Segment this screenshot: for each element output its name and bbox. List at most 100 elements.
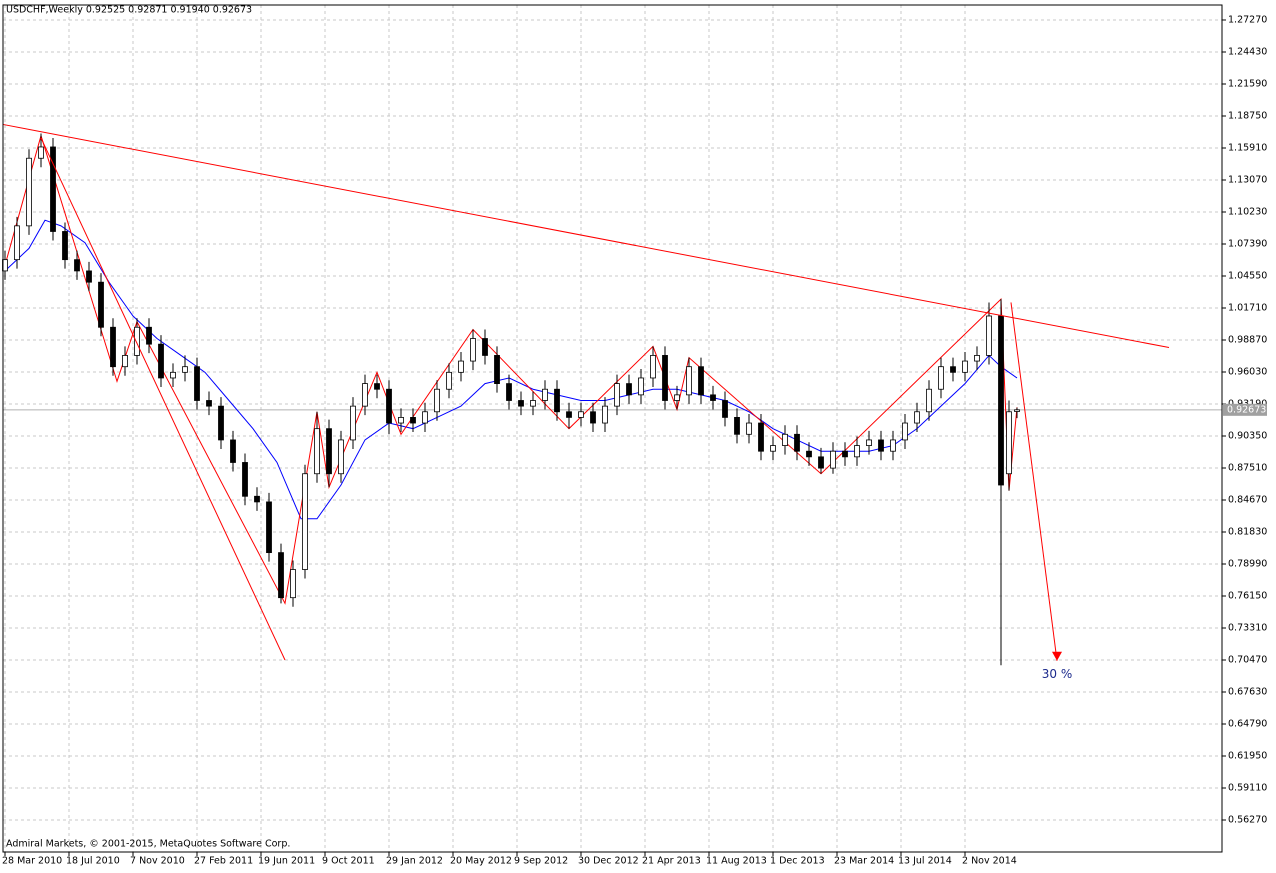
candle-body: [482, 338, 488, 356]
y-tick-label: 0.56270: [1228, 814, 1267, 825]
candle-body: [242, 462, 248, 497]
y-tick-label: 0.98870: [1228, 334, 1267, 345]
trendline: [2, 123, 1170, 349]
marks: [2, 123, 1170, 666]
candle-body: [974, 355, 980, 362]
candle-body: [830, 450, 836, 469]
candle-body: [938, 366, 944, 390]
candle-body: [818, 456, 824, 469]
candle-body: [62, 231, 68, 261]
y-tick-label: 0.76150: [1228, 590, 1267, 601]
candle-body: [374, 383, 380, 390]
candle-body: [542, 388, 548, 401]
candle-body: [722, 400, 728, 418]
candle-body: [914, 411, 920, 424]
y-tick-label: 1.01710: [1228, 302, 1267, 313]
trendline: [40, 137, 286, 661]
current-price-box: [1223, 403, 1267, 416]
candle-body: [530, 400, 536, 407]
x-tick-label: 29 Jan 2012: [386, 856, 443, 867]
candle-body: [1014, 409, 1020, 412]
candle-body: [338, 439, 344, 475]
candle-body: [494, 355, 500, 384]
y-tick-label: 0.64790: [1228, 718, 1267, 729]
candle-body: [686, 366, 692, 396]
candle-body: [422, 411, 428, 424]
candle-body: [566, 411, 572, 418]
x-tick-label: 13 Jul 2014: [898, 856, 952, 867]
annotation: 30 %: [1042, 667, 1073, 681]
candle-body: [98, 281, 104, 328]
candle-body: [986, 315, 992, 356]
candle-body: [614, 383, 620, 407]
candle-body: [650, 355, 656, 379]
candle-body: [362, 383, 368, 407]
candle-body: [170, 371, 176, 379]
candle-body: [158, 343, 164, 379]
candle-body: [206, 400, 212, 407]
x-tick-label: 2 Nov 2014: [962, 856, 1017, 867]
y-tick-label: 1.21590: [1228, 78, 1267, 89]
candle-body: [350, 405, 356, 441]
y-tick-label: 1.18750: [1228, 110, 1267, 121]
arrow-head: [1052, 651, 1062, 661]
y-tick-label: 0.81830: [1228, 526, 1267, 537]
candle-body: [998, 315, 1004, 486]
candle-body: [254, 495, 260, 503]
candle-body: [110, 326, 116, 368]
candle-body: [386, 388, 392, 424]
x-tick-label: 21 Apr 2013: [642, 856, 701, 867]
candle-body: [218, 405, 224, 441]
candle-body: [74, 259, 80, 272]
x-tick-label: 23 Mar 2014: [834, 856, 894, 867]
candle-body: [398, 417, 404, 424]
candle-body: [290, 569, 296, 599]
candle-body: [314, 428, 320, 475]
y-tick-label: 1.15910: [1228, 142, 1267, 153]
x-tick-label: 27 Feb 2011: [194, 856, 253, 867]
x-tick-label: 1 Dec 2013: [770, 856, 825, 867]
x-tick-label: 30 Dec 2012: [578, 856, 639, 867]
candle-body: [662, 355, 668, 401]
grid: [3, 5, 1222, 852]
y-tick-label: 0.90350: [1228, 430, 1267, 441]
candle-body: [326, 428, 332, 475]
y-tick-label: 0.73310: [1228, 622, 1267, 633]
plot-frame: [2, 4, 1223, 853]
y-tick-label: 1.24430: [1228, 46, 1267, 57]
candle-body: [734, 417, 740, 435]
candle-body: [230, 439, 236, 463]
candle-body: [470, 338, 476, 362]
candle-body: [842, 450, 848, 458]
x-tick-label: 28 Mar 2010: [2, 856, 62, 867]
candle-body: [590, 411, 596, 424]
candle-body: [506, 383, 512, 401]
x-tick-label: 18 Jul 2010: [66, 856, 120, 867]
y-tick-label: 0.87510: [1228, 462, 1267, 473]
x-tick-label: 20 May 2012: [450, 856, 512, 867]
candle-body: [626, 383, 632, 396]
candle-body: [182, 366, 188, 373]
candle-body: [950, 366, 956, 373]
candle-body: [806, 450, 812, 458]
candle-body: [14, 225, 20, 261]
candle-body: [746, 422, 752, 435]
y-tick-label: 1.07390: [1228, 238, 1267, 249]
candle-body: [554, 388, 560, 413]
candle-body: [602, 405, 608, 424]
candle-body: [866, 439, 872, 446]
candle-body: [410, 417, 416, 424]
candle-body: [578, 411, 584, 418]
candle-body: [518, 400, 524, 407]
candle-body: [38, 146, 44, 159]
y-tick-label: 0.78990: [1228, 558, 1267, 569]
copyright: Admiral Markets, © 2001-2015, MetaQuotes…: [6, 839, 290, 850]
x-tick-label: 11 Aug 2013: [706, 856, 767, 867]
candle-body: [86, 270, 92, 283]
x-tick-label: 9 Oct 2011: [322, 856, 375, 867]
y-tick-label: 0.67630: [1228, 686, 1267, 697]
y-tick-label: 1.04550: [1228, 270, 1267, 281]
candle-body: [770, 445, 776, 452]
trendline: [1010, 302, 1058, 661]
